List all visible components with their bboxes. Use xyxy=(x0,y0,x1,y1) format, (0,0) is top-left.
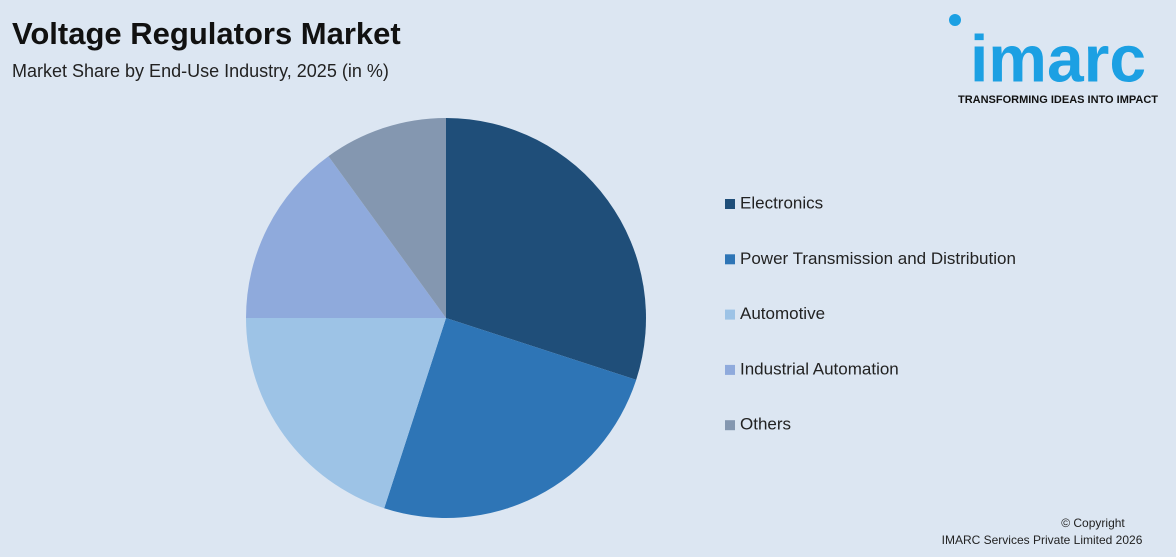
chart-title: Voltage Regulators Market xyxy=(12,16,401,51)
copyright: © Copyright xyxy=(1061,516,1125,530)
pie-slice xyxy=(328,118,446,318)
legend-swatch xyxy=(725,199,735,209)
pie-slice xyxy=(246,156,446,318)
pie-slice xyxy=(246,318,446,509)
legend-label: Industrial Automation xyxy=(740,359,899,378)
legend-swatch xyxy=(725,364,735,375)
logo-name: imarc xyxy=(970,21,1146,95)
chart-subtitle: Market Share by End-Use Industry, 2025 (… xyxy=(12,61,389,81)
legend-swatch xyxy=(725,420,735,431)
logo-dot xyxy=(949,14,961,26)
legend-label: Others xyxy=(740,415,791,434)
pie-slice xyxy=(446,118,646,380)
legend-label: Electronics xyxy=(740,193,823,212)
pie-slice xyxy=(384,318,637,518)
legend-swatch xyxy=(725,309,735,320)
legend-label: Automotive xyxy=(740,304,825,323)
logo-tagline: TRANSFORMING IDEAS INTO IMPACT xyxy=(958,94,1158,106)
legend-swatch xyxy=(725,254,735,265)
copyright-owner: IMARC Services Private Limited 2026 xyxy=(942,533,1143,547)
legend-label: Power Transmission and Distribution xyxy=(740,249,1016,268)
